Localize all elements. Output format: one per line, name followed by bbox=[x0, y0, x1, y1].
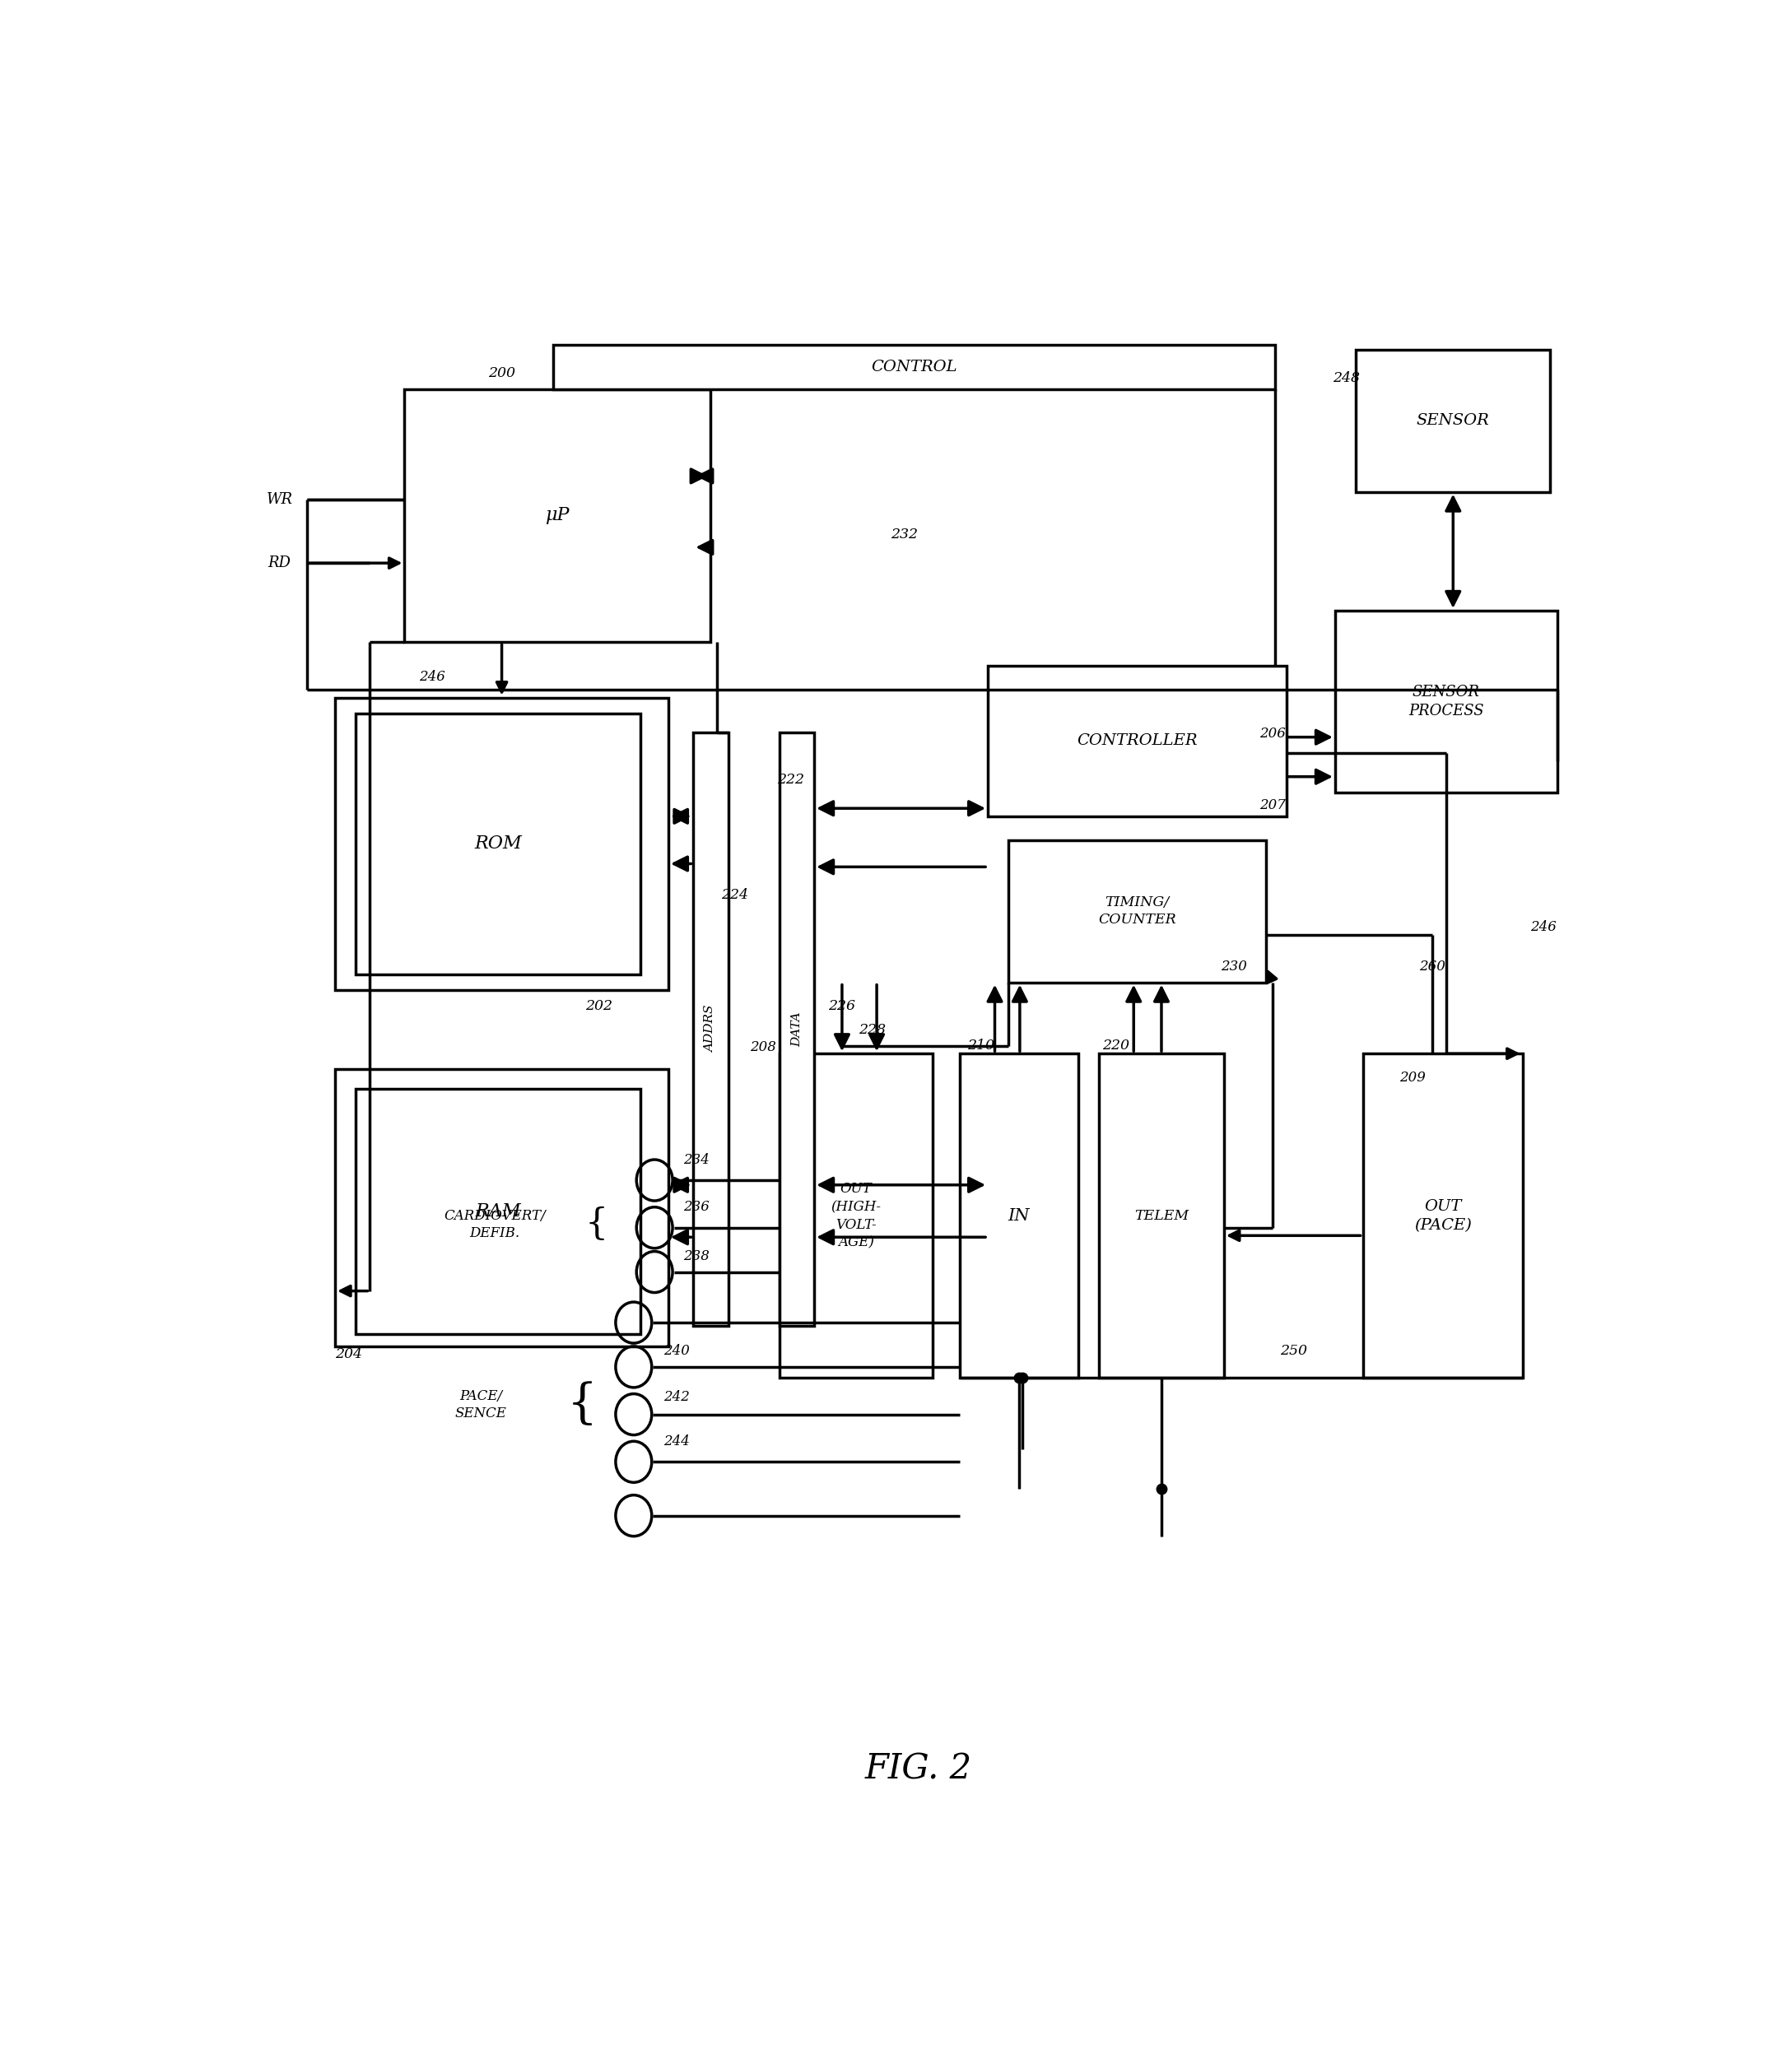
Text: 232: 232 bbox=[891, 528, 918, 543]
Text: 230: 230 bbox=[1220, 960, 1247, 974]
FancyBboxPatch shape bbox=[554, 345, 1276, 388]
FancyBboxPatch shape bbox=[1357, 349, 1550, 491]
Text: SENSOR: SENSOR bbox=[1416, 413, 1489, 427]
Text: 250: 250 bbox=[1279, 1344, 1306, 1358]
Text: FIG. 2: FIG. 2 bbox=[866, 1751, 971, 1786]
FancyBboxPatch shape bbox=[357, 713, 642, 974]
Text: SENSOR
PROCESS: SENSOR PROCESS bbox=[1409, 684, 1484, 719]
FancyBboxPatch shape bbox=[405, 388, 710, 641]
Text: ROM: ROM bbox=[475, 834, 521, 853]
Text: 246: 246 bbox=[1530, 921, 1557, 935]
Text: 242: 242 bbox=[663, 1389, 690, 1404]
Text: 209: 209 bbox=[1400, 1071, 1426, 1085]
FancyBboxPatch shape bbox=[335, 697, 668, 991]
Text: μP: μP bbox=[545, 506, 570, 524]
FancyBboxPatch shape bbox=[1009, 840, 1265, 982]
Text: 236: 236 bbox=[683, 1200, 710, 1215]
Text: {: { bbox=[584, 1206, 607, 1243]
Text: WR: WR bbox=[267, 493, 292, 508]
Text: 248: 248 bbox=[1333, 372, 1360, 384]
Text: 202: 202 bbox=[586, 999, 613, 1013]
FancyBboxPatch shape bbox=[780, 1054, 932, 1379]
FancyBboxPatch shape bbox=[335, 1069, 668, 1346]
Text: PACE/
SENCE: PACE/ SENCE bbox=[455, 1389, 507, 1420]
Text: CONTROLLER: CONTROLLER bbox=[1077, 734, 1197, 748]
Text: RAM: RAM bbox=[475, 1202, 521, 1221]
FancyBboxPatch shape bbox=[694, 732, 728, 1325]
Text: 210: 210 bbox=[968, 1038, 995, 1052]
FancyBboxPatch shape bbox=[1098, 1054, 1224, 1379]
FancyBboxPatch shape bbox=[1335, 610, 1557, 793]
Text: 240: 240 bbox=[663, 1344, 690, 1358]
Text: CARDIOVERT/
DEFIB.: CARDIOVERT/ DEFIB. bbox=[444, 1208, 547, 1239]
Text: 207: 207 bbox=[1260, 797, 1285, 812]
Text: {: { bbox=[566, 1381, 597, 1428]
Text: ADDRS: ADDRS bbox=[704, 1005, 717, 1052]
Text: OUT
(PACE): OUT (PACE) bbox=[1414, 1198, 1471, 1233]
Text: 234: 234 bbox=[683, 1153, 710, 1167]
FancyBboxPatch shape bbox=[1362, 1054, 1523, 1379]
Text: 238: 238 bbox=[683, 1249, 710, 1264]
FancyBboxPatch shape bbox=[357, 1089, 642, 1334]
Text: OUT
(HIGH-
VOLT-
AGE): OUT (HIGH- VOLT- AGE) bbox=[831, 1182, 882, 1249]
Text: RD: RD bbox=[269, 555, 290, 571]
Text: 244: 244 bbox=[663, 1434, 690, 1449]
Text: TELEM: TELEM bbox=[1134, 1208, 1188, 1223]
Text: 226: 226 bbox=[828, 999, 855, 1013]
Text: 208: 208 bbox=[749, 1040, 776, 1054]
Text: 206: 206 bbox=[1260, 727, 1285, 742]
Text: 246: 246 bbox=[419, 670, 446, 684]
Text: IN: IN bbox=[1009, 1208, 1030, 1223]
Text: 200: 200 bbox=[487, 366, 516, 380]
Text: 222: 222 bbox=[778, 773, 805, 787]
FancyBboxPatch shape bbox=[780, 732, 814, 1325]
Text: 224: 224 bbox=[722, 888, 749, 902]
Text: 228: 228 bbox=[858, 1023, 887, 1038]
Text: DATA: DATA bbox=[790, 1011, 803, 1046]
Text: TIMING/
COUNTER: TIMING/ COUNTER bbox=[1098, 896, 1176, 927]
Text: 220: 220 bbox=[1102, 1038, 1129, 1052]
Text: CONTROL: CONTROL bbox=[871, 360, 957, 374]
Text: 260: 260 bbox=[1419, 960, 1446, 974]
FancyBboxPatch shape bbox=[961, 1054, 1079, 1379]
Text: 204: 204 bbox=[335, 1348, 362, 1360]
FancyBboxPatch shape bbox=[987, 666, 1287, 816]
